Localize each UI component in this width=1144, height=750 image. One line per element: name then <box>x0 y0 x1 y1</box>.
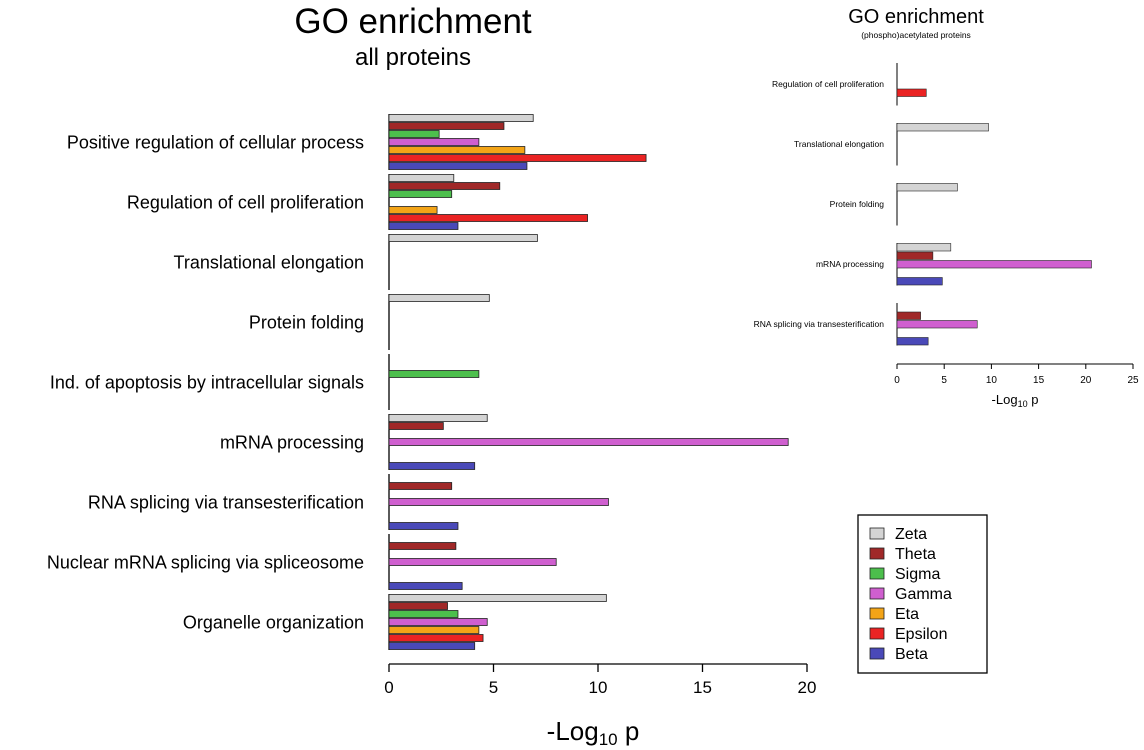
main-x-tick-label: 15 <box>693 678 712 697</box>
inset-x-tick-label: 15 <box>1033 375 1045 386</box>
inset-title: GO enrichment <box>848 6 984 28</box>
inset-category-label: Translational elongation <box>794 139 884 149</box>
main-bar-positive-regulation-of-cellular-process-zeta <box>388 114 534 122</box>
inset-bar-mrna-processing-zeta <box>896 243 952 252</box>
legend-swatch-zeta <box>869 527 885 540</box>
main-bar-regulation-of-cell-proliferation-eta <box>388 206 438 214</box>
main-bar-organelle-organization-epsilon <box>388 634 484 642</box>
inset-bar-regulation-of-cell-proliferation-epsilon <box>896 88 927 97</box>
main-bar-positive-regulation-of-cellular-process-sigma <box>388 130 440 138</box>
main-x-tick-label: 5 <box>489 678 498 697</box>
main-category-label: Protein folding <box>249 312 364 332</box>
main-bar-mrna-processing-gamma <box>388 438 789 446</box>
legend-label-epsilon: Epsilon <box>895 626 947 643</box>
main-bar-regulation-of-cell-proliferation-sigma <box>388 190 453 198</box>
main-bar-positive-regulation-of-cellular-process-epsilon <box>388 154 647 162</box>
main-bar-nuclear-mrna-splicing-via-spliceosome-gamma <box>388 558 557 566</box>
main-bar-mrna-processing-theta <box>388 422 444 430</box>
main-x-axis-label: -Log10 p <box>547 716 640 749</box>
main-bar-nuclear-mrna-splicing-via-spliceosome-beta <box>388 582 463 590</box>
main-bar-regulation-of-cell-proliferation-epsilon <box>388 214 588 222</box>
main-x-tick-label: 10 <box>589 678 608 697</box>
inset-subtitle: (phospho)acetylated proteins <box>861 30 971 40</box>
main-bar-rna-splicing-via-transesterification-theta <box>388 482 453 490</box>
inset-x-tick-label: 25 <box>1127 375 1139 386</box>
inset-bar-rna-splicing-via-transesterification-beta <box>896 337 929 346</box>
main-bar-regulation-of-cell-proliferation-beta <box>388 222 459 230</box>
inset-bar-translational-elongation-zeta <box>896 123 989 132</box>
main-bar-mrna-processing-zeta <box>388 414 488 422</box>
main-bar-rna-splicing-via-transesterification-gamma <box>388 498 609 506</box>
inset-bar-rna-splicing-via-transesterification-gamma <box>896 320 978 329</box>
legend-label-zeta: Zeta <box>895 526 927 543</box>
inset-bar-rna-splicing-via-transesterification-theta <box>896 311 921 320</box>
main-title: GO enrichment <box>294 2 532 41</box>
main-bar-mrna-processing-beta <box>388 462 476 470</box>
main-bar-organelle-organization-beta <box>388 642 476 650</box>
main-category-labels: Positive regulation of cellular process R… <box>47 132 364 632</box>
legend-swatch-theta <box>869 547 885 560</box>
main-bar-regulation-of-cell-proliferation-zeta <box>388 174 455 182</box>
main-bar-ind-of-apoptosis-by-intracellular-signals-sigma <box>388 370 480 378</box>
main-category-label: Translational elongation <box>174 252 364 272</box>
main-bar-positive-regulation-of-cellular-process-eta <box>388 146 526 154</box>
legend-swatch-epsilon <box>869 627 885 640</box>
main-category-label: Organelle organization <box>183 612 364 632</box>
main-bar-organelle-organization-sigma <box>388 610 459 618</box>
inset-bar-mrna-processing-beta <box>896 277 943 286</box>
main-category-label: Regulation of cell proliferation <box>127 192 364 212</box>
inset-x-tick-label: 10 <box>986 375 998 386</box>
main-category-label: Ind. of apoptosis by intracellular signa… <box>50 372 364 392</box>
main-bar-organelle-organization-zeta <box>388 594 607 602</box>
inset-bar-protein-folding-zeta <box>896 183 958 192</box>
inset-bar-mrna-processing-theta <box>896 251 934 260</box>
inset-category-label: RNA splicing via transesterification <box>754 319 885 329</box>
main-category-label: mRNA processing <box>220 432 364 452</box>
inset-category-label: Protein folding <box>830 199 885 209</box>
inset-category-label: mRNA processing <box>816 259 884 269</box>
legend-label-sigma: Sigma <box>895 566 940 583</box>
main-category-label: RNA splicing via transesterification <box>88 492 364 512</box>
main-bar-regulation-of-cell-proliferation-theta <box>388 182 501 190</box>
inset-category-labels: Regulation of cell proliferation Translat… <box>754 79 885 329</box>
main-category-label: Nuclear mRNA splicing via spliceosome <box>47 552 364 572</box>
main-bar-organelle-organization-eta <box>388 626 480 634</box>
inset-x-axis-label: -Log10 p <box>992 392 1039 409</box>
main-bar-rna-splicing-via-transesterification-beta <box>388 522 459 530</box>
legend-label-beta: Beta <box>895 646 928 663</box>
main-bar-translational-elongation-zeta <box>388 234 538 242</box>
legend-swatch-gamma <box>869 587 885 600</box>
legend: Zeta Theta Sigma Gamma Eta Epsilon Beta <box>857 514 988 674</box>
main-bar-positive-regulation-of-cellular-process-theta <box>388 122 505 130</box>
main-x-axis: 0 5 10 15 20 <box>384 663 817 697</box>
inset-category-label: Regulation of cell proliferation <box>772 79 884 89</box>
inset-bars <box>896 63 1092 346</box>
main-category-label: Positive regulation of cellular process <box>67 132 364 152</box>
main-bar-protein-folding-zeta <box>388 294 490 302</box>
main-bar-positive-regulation-of-cellular-process-gamma <box>388 138 480 146</box>
main-bar-positive-regulation-of-cellular-process-beta <box>388 162 528 170</box>
inset-x-tick-label: 20 <box>1080 375 1092 386</box>
legend-label-gamma: Gamma <box>895 586 952 603</box>
main-subtitle: all proteins <box>355 44 471 71</box>
main-bar-organelle-organization-gamma <box>388 618 488 626</box>
legend-label-eta: Eta <box>895 606 919 623</box>
main-bar-nuclear-mrna-splicing-via-spliceosome-theta <box>388 542 457 550</box>
legend-swatch-beta <box>869 647 885 660</box>
legend-label-theta: Theta <box>895 546 936 563</box>
main-x-tick-label: 20 <box>798 678 817 697</box>
main-bars <box>388 114 789 650</box>
legend-swatch-sigma <box>869 567 885 580</box>
main-bar-organelle-organization-theta <box>388 602 448 610</box>
inset-x-tick-label: 5 <box>941 375 947 386</box>
inset-bar-mrna-processing-gamma <box>896 260 1092 269</box>
inset-x-axis: 0 5 10 15 20 25 <box>894 363 1139 386</box>
inset-x-tick-label: 0 <box>894 375 900 386</box>
main-x-tick-label: 0 <box>384 678 393 697</box>
legend-swatch-eta <box>869 607 885 620</box>
